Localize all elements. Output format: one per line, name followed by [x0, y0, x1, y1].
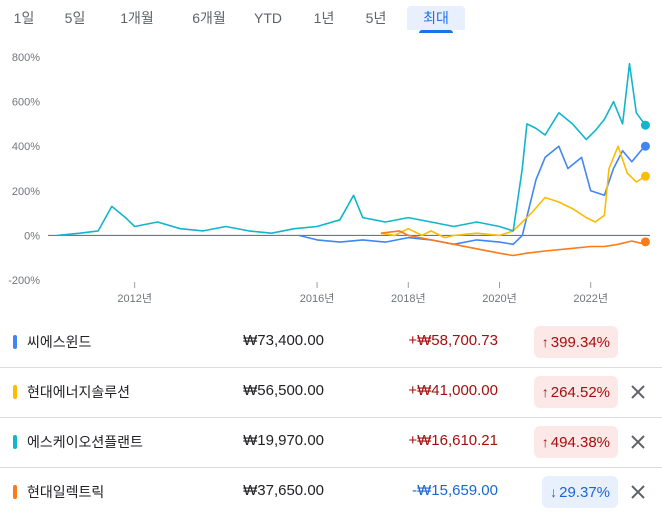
tab-range-0[interactable]: 1일 [13, 10, 35, 26]
y-tick-label: 800% [12, 52, 40, 64]
stock-price: ₩56,500.00 [243, 382, 324, 399]
stock-name[interactable]: 현대에너지솔루션 [27, 384, 131, 400]
series-line-1 [380, 145, 646, 239]
arrow-up-icon: ↑ [541, 434, 549, 450]
stock-price: ₩73,400.00 [243, 332, 324, 349]
series-end-dot-1 [640, 171, 650, 181]
y-tick-label: -200% [8, 275, 40, 287]
series-line-0 [298, 145, 646, 246]
stock-name[interactable]: 현대일렉트릭 [27, 484, 105, 500]
comparison-row[interactable]: 에스케이오션플랜트 ₩19,970.00 +₩16,610.21 ↑ 494.38% [0, 418, 662, 468]
tab-range-4[interactable]: YTD [254, 10, 282, 26]
y-tick-label: 0% [24, 230, 40, 242]
series-color-swatch [13, 335, 17, 349]
tab-range-5[interactable]: 1년 [313, 10, 335, 26]
series-end-dot-0 [640, 141, 650, 151]
price-change: +₩16,610.21 [408, 432, 498, 449]
x-tick-label: 2020년 [482, 292, 517, 305]
remove-comparison-icon[interactable] [626, 480, 650, 504]
price-change: +₩41,000.00 [408, 382, 498, 399]
comparison-chart: 800% 600% 400% 200% 0% -200% 2012년 2016년 2018년 20… [8, 52, 650, 305]
series-end-dot-3 [640, 237, 650, 247]
y-tick-label: 400% [12, 141, 40, 153]
y-tick-label: 200% [12, 186, 40, 198]
series-color-swatch [13, 485, 17, 499]
percent-value: 399.34% [550, 334, 610, 351]
tab-range-3[interactable]: 6개월 [192, 10, 226, 26]
tab-range-6[interactable]: 5년 [365, 10, 387, 26]
arrow-down-icon: ↓ [550, 484, 558, 500]
series-line-3 [380, 230, 646, 257]
tab-range-1[interactable]: 5일 [64, 10, 86, 26]
remove-comparison-icon[interactable] [626, 430, 650, 454]
series-end-dot-2 [640, 120, 650, 130]
price-change: +₩58,700.73 [408, 332, 498, 349]
percent-value: 494.38% [550, 434, 610, 451]
series-color-swatch [13, 435, 17, 449]
percent-change-badge: ↑ 494.38% [533, 426, 618, 458]
tab-range-2[interactable]: 1개월 [120, 10, 154, 26]
percent-change-badge: ↑ 264.52% [533, 376, 618, 408]
x-tick-label: 2016년 [300, 292, 335, 305]
comparison-row[interactable]: 현대일렉트릭 ₩37,650.00 -₩15,659.00 ↓ 29.37% [0, 468, 662, 517]
comparison-list: 씨에스윈드 ₩73,400.00 +₩58,700.73 ↑ 399.34% 현대에너지솔… [0, 318, 662, 517]
y-tick-label: 600% [12, 97, 40, 109]
series-color-swatch [13, 385, 17, 399]
stock-name[interactable]: 에스케이오션플랜트 [27, 434, 143, 450]
tab-range-7[interactable]: 최대 [407, 6, 465, 33]
stock-price: ₩19,970.00 [243, 432, 324, 449]
x-tick-label: 2022년 [573, 292, 608, 305]
comparison-row[interactable]: 씨에스윈드 ₩73,400.00 +₩58,700.73 ↑ 399.34% [0, 318, 662, 368]
percent-value: 29.37% [559, 484, 610, 501]
comparison-row[interactable]: 현대에너지솔루션 ₩56,500.00 +₩41,000.00 ↑ 264.52% [0, 368, 662, 418]
arrow-up-icon: ↑ [541, 334, 549, 350]
price-change: -₩15,659.00 [412, 482, 498, 499]
stock-name[interactable]: 씨에스윈드 [27, 334, 92, 350]
x-tick-label: 2012년 [117, 292, 152, 305]
percent-value: 264.52% [550, 384, 610, 401]
stock-price: ₩37,650.00 [243, 482, 324, 499]
remove-comparison-icon[interactable] [626, 380, 650, 404]
arrow-up-icon: ↑ [541, 384, 549, 400]
percent-change-badge: ↓ 29.37% [542, 476, 618, 508]
range-tabs: 1일 5일 1개월 6개월 YTD 1년 5년 최대 [0, 0, 662, 34]
x-tick-label: 2018년 [391, 292, 426, 305]
percent-change-badge: ↑ 399.34% [533, 326, 618, 358]
series-line-2 [57, 62, 647, 237]
